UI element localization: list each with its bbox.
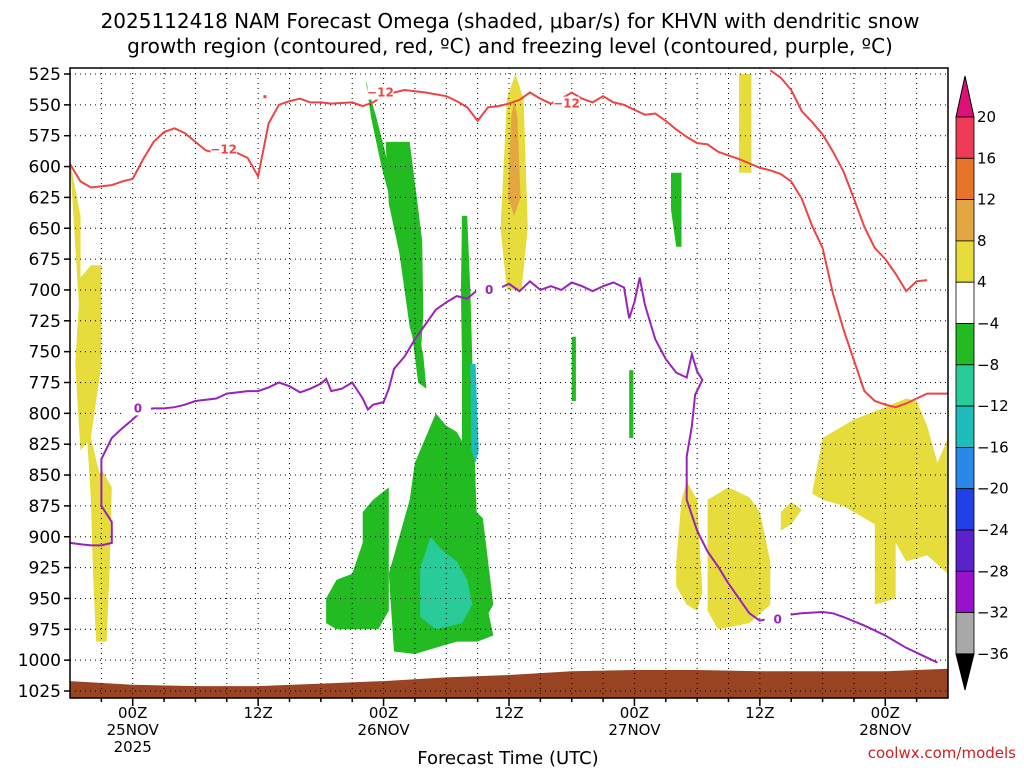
x-tick-label-3-0: 12Z <box>494 704 523 722</box>
y-tick-label-13: 850 <box>29 466 61 486</box>
y-tick-label-1: 550 <box>29 96 61 116</box>
colorbar-bottom-arrow <box>955 653 975 691</box>
omega-region-7 <box>707 487 771 630</box>
chart-title-line-1: 2025112418 NAM Forecast Omega (shaded, μ… <box>101 9 920 33</box>
y-tick-label-6: 675 <box>29 250 61 270</box>
omega-region-12 <box>326 487 389 630</box>
x-tick-label-4-0: 00Z <box>620 704 649 722</box>
colorbar-swatch-5 <box>955 323 975 366</box>
colorbar-swatch-6 <box>955 364 975 407</box>
colorbar-label-9: −20 <box>977 480 1009 498</box>
omega-region-9 <box>780 502 802 531</box>
freezing-label-3-bg <box>764 612 791 627</box>
colorbar-label-1: 16 <box>977 149 996 167</box>
colorbar-label-0: 20 <box>977 108 996 126</box>
y-axis: 525 550 575 600 625 650 675 700 725 750 775 800 825 8… <box>18 65 70 702</box>
omega-region-6 <box>676 481 703 611</box>
y-tick-label-11: 800 <box>29 404 61 424</box>
omega-region-14 <box>460 215 494 630</box>
y-tick-label-4: 625 <box>29 188 61 208</box>
omega-region-5 <box>739 74 752 173</box>
colorbar-swatch-1 <box>955 157 975 201</box>
freezing-label-3: 0 <box>773 612 781 626</box>
y-tick-label-18: 975 <box>29 620 61 640</box>
colorbar-swatch-2 <box>955 199 975 242</box>
colorbar-swatch-0 <box>955 116 975 159</box>
freezing-label-2: 0 <box>485 283 493 297</box>
dgz-label-3-bg <box>553 96 580 111</box>
x-tick-label-0-1: 25NOV <box>107 721 160 739</box>
contours: −12 −12 −12 0 0 0 <box>69 69 948 664</box>
y-tick-label-5: 650 <box>29 219 61 239</box>
colorbar-swatch-7 <box>955 405 975 448</box>
dotted-grid <box>70 68 948 698</box>
y-tick-label-15: 900 <box>29 528 61 548</box>
chart-title-line-2: growth region (contoured, red, ºC) and f… <box>127 34 893 58</box>
x-tick-label-1-0: 12Z <box>243 704 272 722</box>
dgz-contour-dot <box>263 95 267 99</box>
dgz-label-1-bg <box>210 142 237 157</box>
colorbar-swatch-8 <box>955 446 975 490</box>
dgz-label-3: −12 <box>553 97 580 111</box>
omega-region-17 <box>671 172 682 247</box>
colorbar-label-12: −32 <box>977 604 1009 622</box>
dgz-contour-lower <box>769 69 928 293</box>
colorbar-label-8: −16 <box>977 438 1009 456</box>
y-tick-label-10: 775 <box>29 374 61 394</box>
colorbar-swatch-12 <box>955 612 975 655</box>
y-tick-label-17: 950 <box>29 589 61 609</box>
dgz-label-2-bg <box>367 85 394 100</box>
y-tick-label-2: 575 <box>29 127 61 147</box>
colorbar-swatch-11 <box>955 570 975 613</box>
colorbar: 20 16 12 8 4 −4 −8 −12 −16 −20 −24 −28 −32 −36 <box>955 75 1009 691</box>
omega-region-0 <box>70 160 102 500</box>
credit-link[interactable]: coolwx.com/models <box>868 744 1016 762</box>
y-tick-label-9: 750 <box>29 343 61 363</box>
colorbar-swatch-10 <box>955 529 975 572</box>
colorbar-label-6: −8 <box>977 356 999 374</box>
x-tick-label-0-0: 00Z <box>118 704 147 722</box>
colorbar-swatch-4 <box>955 281 975 324</box>
y-tick-label-14: 875 <box>29 497 61 517</box>
colorbar-label-3: 8 <box>977 232 987 250</box>
colorbar-label-10: −24 <box>977 521 1009 539</box>
x-tick-label-6-0: 00Z <box>871 704 900 722</box>
colorbar-label-4: 4 <box>977 273 987 291</box>
omega-region-15 <box>571 336 576 401</box>
colorbar-swatch-9 <box>955 488 975 531</box>
y-tick-label-0: 525 <box>29 65 61 85</box>
freezing-label-1: 0 <box>134 401 142 415</box>
colorbar-label-7: −12 <box>977 397 1009 415</box>
y-tick-label-16: 925 <box>29 559 61 579</box>
dgz-label-1: −12 <box>210 142 237 156</box>
x-tick-label-0-2: 2025 <box>114 738 152 756</box>
y-tick-label-3: 600 <box>29 158 61 178</box>
x-axis-title: Forecast Time (UTC) <box>417 748 598 768</box>
omega-region-8 <box>812 398 948 605</box>
x-tick-label-4-1: 27NOV <box>608 721 661 739</box>
y-tick-label-8: 725 <box>29 312 61 332</box>
omega-region-16 <box>629 370 634 438</box>
omega-region-4 <box>508 98 521 216</box>
colorbar-swatch-3 <box>955 240 975 283</box>
x-tick-label-2-0: 00Z <box>369 704 398 722</box>
y-tick-label-19: 1000 <box>18 651 61 671</box>
colorbar-label-11: −28 <box>977 562 1009 580</box>
freezing-label-2-bg <box>476 282 503 297</box>
omega-region-1 <box>75 265 102 451</box>
x-tick-label-6-1: 28NOV <box>859 721 912 739</box>
x-tick-label-2-1: 26NOV <box>358 721 411 739</box>
colorbar-label-5: −4 <box>977 315 999 333</box>
omega-region-19 <box>470 364 479 463</box>
x-tick-label-5-0: 12Z <box>745 704 774 722</box>
dgz-label-2: −12 <box>367 86 394 100</box>
freezing-label-1-bg <box>124 401 151 416</box>
y-tick-label-12: 825 <box>29 435 61 455</box>
colorbar-label-13: −36 <box>977 645 1009 663</box>
y-tick-label-20: 1025 <box>18 682 61 702</box>
colorbar-label-2: 12 <box>977 191 996 209</box>
y-tick-label-7: 700 <box>29 281 61 301</box>
